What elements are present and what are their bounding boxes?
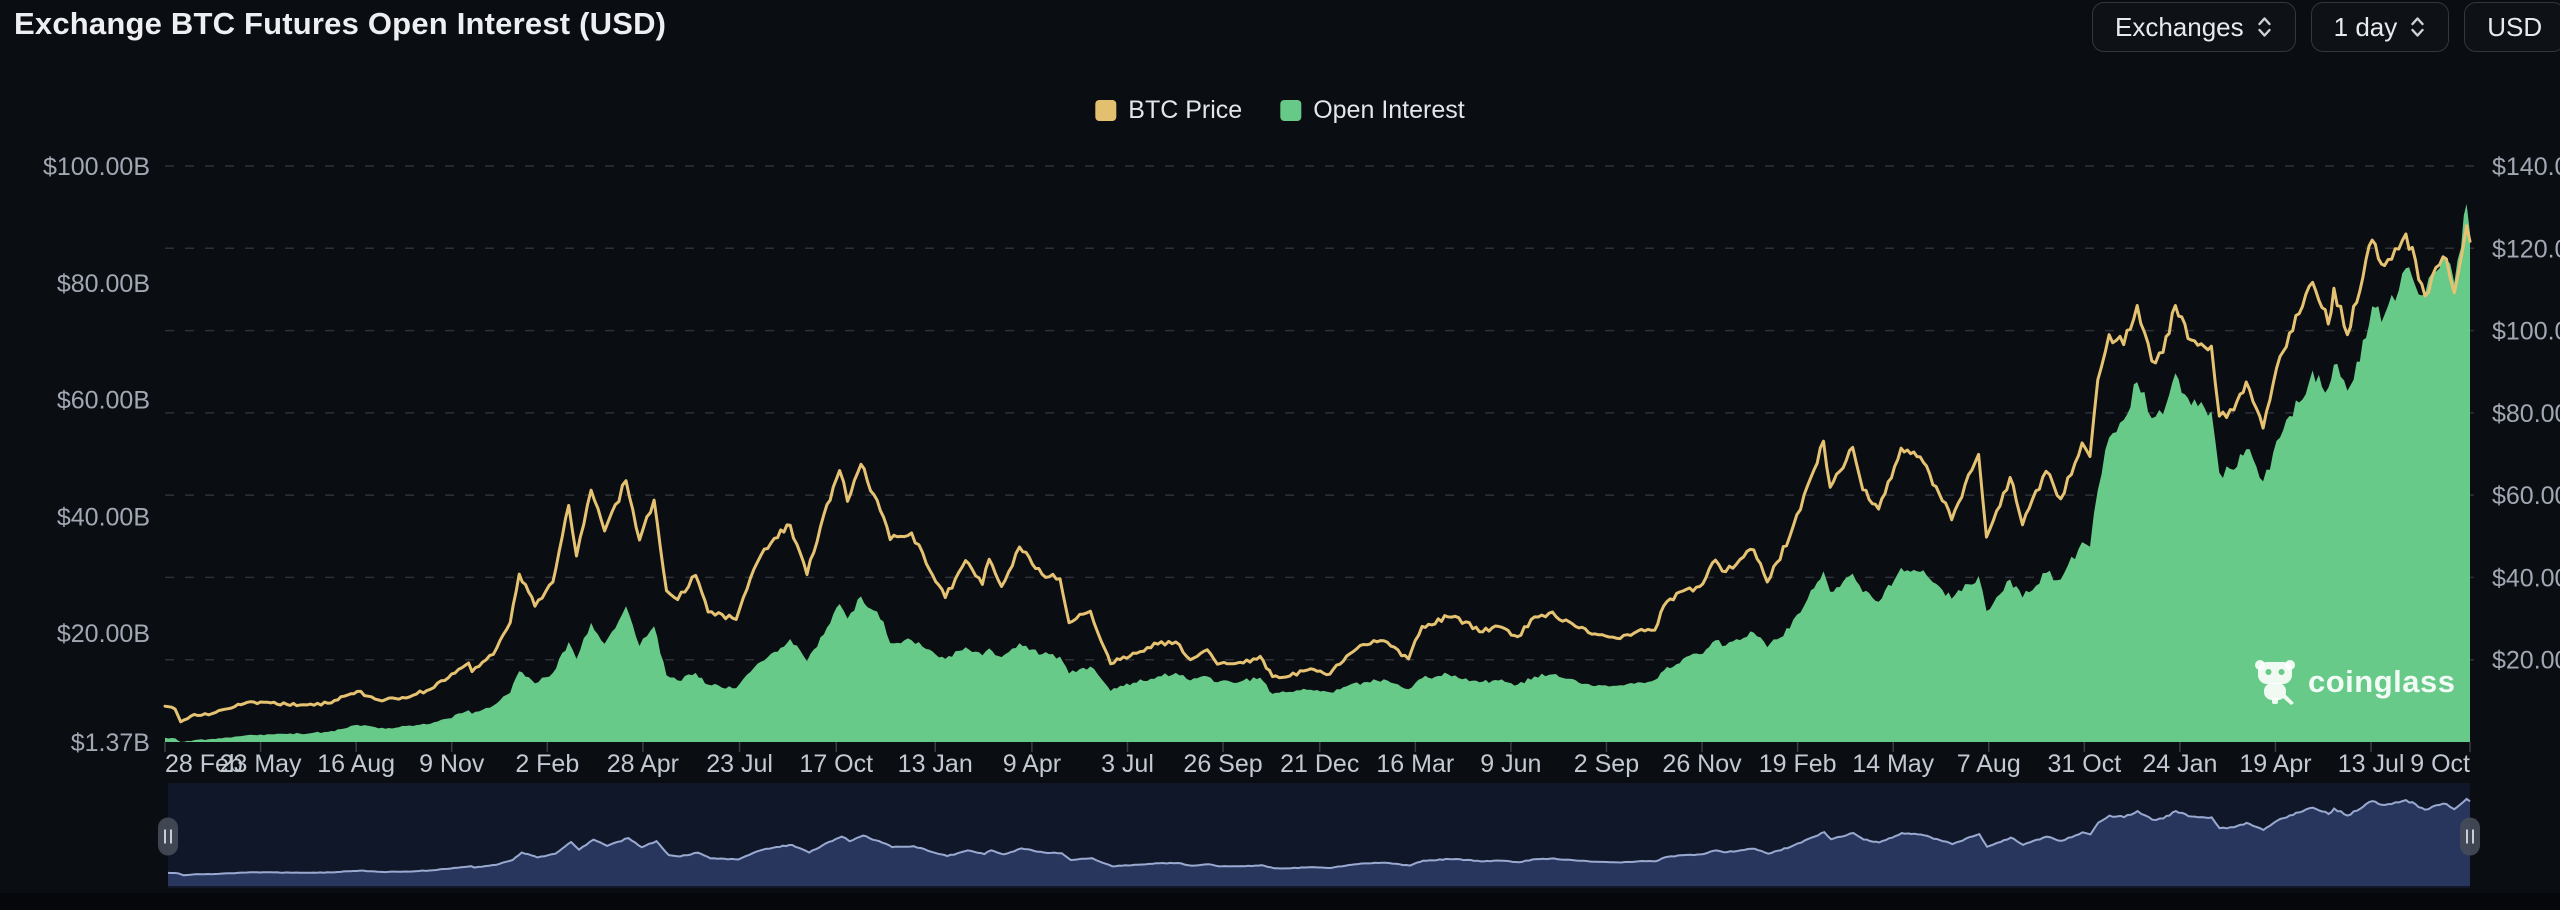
x-axis-label: 14 May: [1852, 750, 1934, 778]
x-axis-label: 19 Feb: [1759, 750, 1837, 778]
left-axis-label: $80.00B: [57, 270, 150, 298]
legend-item-btc-price[interactable]: BTC Price: [1095, 96, 1242, 125]
x-axis-label: 3 Jul: [1101, 750, 1154, 778]
page-title: Exchange BTC Futures Open Interest (USD): [14, 6, 667, 41]
navigator-line: [167, 797, 2471, 877]
x-axis-label: 24 Jan: [2142, 750, 2217, 778]
currency-dropdown[interactable]: USD: [2464, 2, 2560, 52]
x-axis-label: 28 Apr: [607, 750, 679, 778]
x-axis-label: 9 Apr: [1003, 750, 1061, 778]
updown-chevron-icon: [2411, 17, 2424, 37]
chart-controls: Exchanges 1 day USD: [2092, 2, 2560, 52]
x-axis-label: 16 Mar: [1376, 750, 1454, 778]
x-axis-label: 9 Oct: [2410, 750, 2470, 778]
right-axis-label: $120.00K: [2492, 235, 2560, 263]
x-axis-label: 2 Sep: [1574, 750, 1639, 778]
left-axis-label: $40.00B: [57, 503, 150, 531]
x-axis-label: 17 Oct: [799, 750, 873, 778]
exchanges-dropdown[interactable]: Exchanges: [2092, 2, 2296, 52]
navigator-right-handle[interactable]: [2460, 817, 2480, 856]
left-axis-label: $100.00B: [43, 153, 150, 181]
x-axis-label: 2 Feb: [515, 750, 579, 778]
x-axis-label: 7 Aug: [1957, 750, 2021, 778]
right-axis-label: $40.00K: [2492, 564, 2560, 592]
currency-dropdown-label: USD: [2487, 11, 2543, 42]
updown-chevron-icon: [2257, 17, 2271, 37]
x-axis-label: 9 Jun: [1480, 750, 1541, 778]
right-axis-label: $140.00K: [2492, 153, 2560, 181]
interval-dropdown[interactable]: 1 day: [2310, 2, 2450, 52]
x-axis-label: 28 Feb: [165, 750, 243, 778]
legend-swatch: [1280, 100, 1302, 121]
x-axis-label: 16 Aug: [317, 750, 395, 778]
left-axis-label: $60.00B: [57, 387, 150, 415]
left-axis-label: $20.00B: [57, 620, 150, 648]
x-axis-label: 13 Jan: [898, 750, 973, 778]
chart-legend: BTC Price Open Interest: [1095, 96, 1465, 125]
open-interest-area-series: [165, 204, 2470, 742]
right-axis-label: $80.00K: [2492, 400, 2560, 428]
left-axis-label: $1.37B: [71, 729, 150, 757]
x-axis-label: 19 Apr: [2239, 750, 2311, 778]
x-axis-label: 23 Jul: [706, 750, 773, 778]
interval-dropdown-label: 1 day: [2333, 11, 2398, 42]
legend-swatch: [1095, 100, 1117, 121]
exchanges-dropdown-label: Exchanges: [2115, 11, 2244, 42]
right-axis-label: $100.00K: [2492, 318, 2560, 346]
legend-label: BTC Price: [1128, 96, 1243, 124]
right-axis-label: $60.00K: [2492, 482, 2560, 510]
btc-price-line-series: [163, 224, 2472, 724]
navigator-left-handle[interactable]: [158, 817, 178, 856]
x-axis-label: 31 Oct: [2048, 750, 2122, 778]
legend-label: Open Interest: [1313, 96, 1465, 124]
x-axis-label: 26 Sep: [1183, 750, 1262, 778]
right-axis-label: $20.00K: [2492, 647, 2560, 675]
x-axis-label: 26 Nov: [1662, 750, 1742, 778]
x-axis-label: 23 May: [220, 750, 302, 778]
x-axis-label: 21 Dec: [1280, 750, 1359, 778]
navigator-area: [168, 798, 2470, 886]
x-axis-label: 9 Nov: [419, 750, 485, 778]
bottom-divider: [0, 893, 2560, 910]
x-axis-label: 13 Jul: [2338, 750, 2405, 778]
legend-item-open-interest[interactable]: Open Interest: [1280, 96, 1465, 125]
